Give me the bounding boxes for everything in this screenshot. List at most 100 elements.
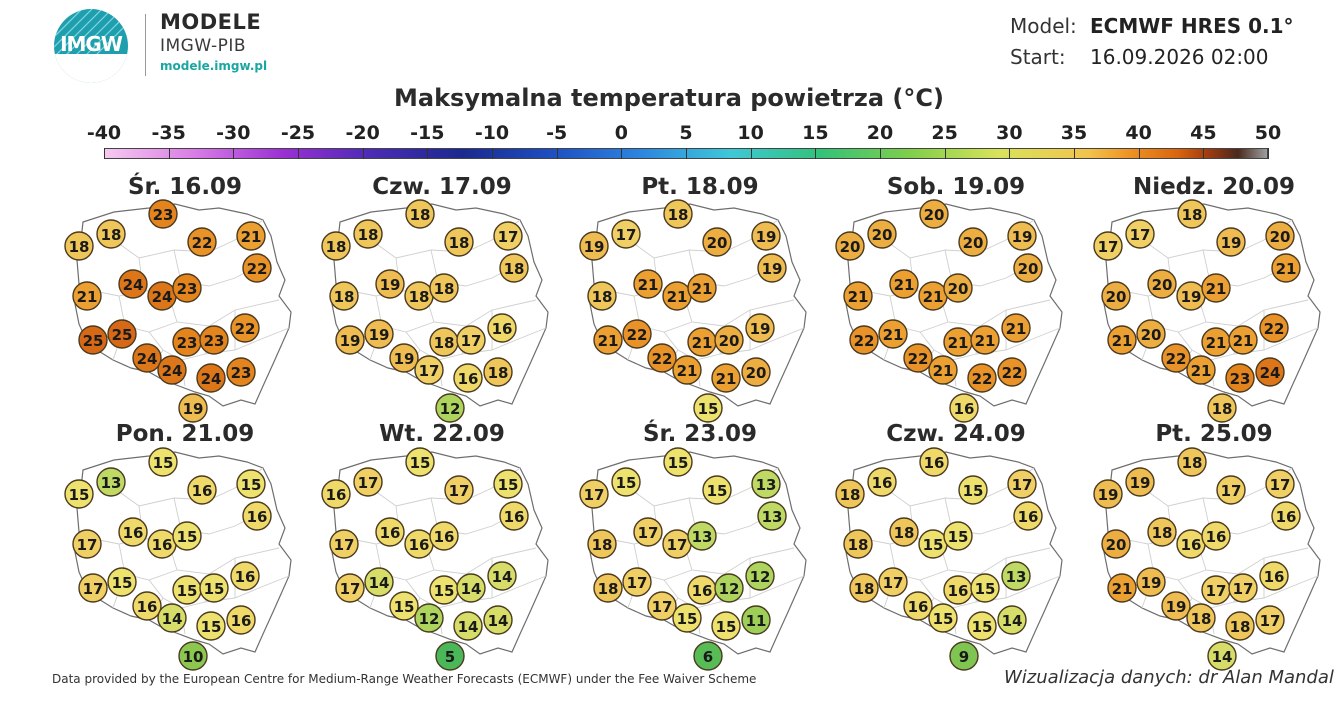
temperature-value: 18 — [488, 364, 509, 382]
scale-tick-mark — [168, 148, 170, 159]
temperature-value: 22 — [1264, 320, 1285, 338]
temperature-marker — [107, 319, 137, 349]
temperature-value: 23 — [204, 332, 225, 350]
temperature-value: 18 — [840, 486, 861, 504]
temperature-marker — [453, 611, 483, 641]
temperature-marker — [236, 469, 266, 499]
temperature-value: 21 — [933, 362, 954, 380]
temperature-value: 19 — [380, 276, 401, 294]
temperature-marker — [483, 357, 513, 387]
temperature-marker — [751, 469, 781, 499]
temperature-value: 22 — [652, 350, 673, 368]
temperature-marker — [1136, 319, 1166, 349]
temperature-value: 19 — [1130, 474, 1151, 492]
temperature-value: 16 — [948, 582, 969, 600]
scale-tick-mark — [1074, 148, 1075, 159]
temperature-marker — [1225, 363, 1255, 393]
temperature-value: 24 — [1260, 364, 1281, 382]
temperature-value: 16 — [326, 486, 347, 504]
temperature-marker — [1013, 501, 1043, 531]
temperature-value: 15 — [975, 580, 996, 598]
temperature-value: 23 — [177, 280, 198, 298]
temperature-marker — [1186, 603, 1216, 633]
temperature-marker — [199, 573, 229, 603]
temperature-marker — [611, 467, 641, 497]
temperature-marker — [375, 517, 405, 547]
scale-tick-mark — [686, 148, 687, 159]
temperature-value: 21 — [1233, 332, 1254, 350]
temperature-value: 17 — [1130, 226, 1151, 244]
temperature-value: 20 — [746, 364, 767, 382]
temperature-marker — [611, 219, 641, 249]
data-credit: Data provided by the European Centre for… — [52, 672, 757, 686]
temperature-value: 15 — [963, 482, 984, 500]
temperature-value: 18 — [358, 226, 379, 244]
temperature-marker — [1207, 393, 1237, 423]
temperature-value: 22 — [247, 260, 268, 278]
temperature-value: 14 — [461, 580, 482, 598]
temperature-marker — [702, 227, 732, 257]
temperature-marker — [714, 325, 744, 355]
temperature-value: 22 — [235, 320, 256, 338]
temperature-value: 23 — [177, 334, 198, 352]
temperature-value: 12 — [419, 610, 440, 628]
temperature-marker — [405, 447, 435, 477]
temperature-marker — [1216, 475, 1246, 505]
temperature-value: 18 — [410, 206, 431, 224]
temperature-marker — [1093, 231, 1123, 261]
temperature-value: 18 — [592, 536, 613, 554]
temperature-value: 22 — [1002, 364, 1023, 382]
temperature-marker — [889, 517, 919, 547]
temperature-marker — [672, 355, 702, 385]
temperature-value: 15 — [153, 454, 174, 472]
temperature-marker — [693, 393, 723, 423]
temperature-value: 18 — [1182, 454, 1203, 472]
temperature-value: 18 — [334, 288, 355, 306]
temperature-marker — [967, 611, 997, 641]
temperature-marker — [757, 253, 787, 283]
temperature-value: 18 — [598, 580, 619, 598]
temperature-value: 17 — [498, 228, 519, 246]
scale-tick-mark — [556, 148, 558, 159]
day-title: Wt. 22.09 — [379, 421, 505, 447]
temperature-value: 21 — [894, 276, 915, 294]
temperature-value: 16 — [1264, 568, 1285, 586]
brand-separator — [145, 14, 146, 76]
temperature-value: 24 — [152, 288, 173, 306]
temperature-value: 22 — [854, 332, 875, 350]
temperature-value: 25 — [83, 332, 104, 350]
brand-url-link[interactable]: modele.imgw.pl — [160, 59, 268, 73]
temperature-marker — [1207, 641, 1237, 671]
temperature-value: 14 — [488, 612, 509, 630]
temperature-marker — [429, 521, 459, 551]
temperature-value: 16 — [954, 400, 975, 418]
temperature-value: 20 — [1106, 536, 1127, 554]
scale-tick-mark — [750, 148, 752, 159]
temperature-marker — [1101, 281, 1131, 311]
start-label: Start: — [1010, 45, 1066, 69]
temperature-value: 23 — [231, 364, 252, 382]
region-border — [633, 295, 693, 333]
temperature-value: 17 — [667, 536, 688, 554]
temperature-marker — [1001, 561, 1031, 591]
temperature-value: 15 — [933, 610, 954, 628]
temperature-marker — [843, 529, 873, 559]
temperature-marker — [483, 605, 513, 635]
temperature-value: 21 — [1206, 280, 1227, 298]
temperature-value: 21 — [848, 288, 869, 306]
temperature-marker — [622, 567, 652, 597]
temperature-value: 18 — [449, 234, 470, 252]
temperature-marker — [242, 501, 272, 531]
temperature-value: 17 — [77, 536, 98, 554]
temperature-value: 21 — [1276, 260, 1297, 278]
temperature-marker — [751, 221, 781, 251]
temperature-marker — [172, 273, 202, 303]
day-title: Śr. 23.09 — [642, 421, 758, 447]
temperature-value: 17 — [340, 580, 361, 598]
temperature-value: 21 — [1006, 320, 1027, 338]
temperature-value: 13 — [756, 476, 777, 494]
temperature-marker — [1007, 469, 1037, 499]
temperature-value: 17 — [627, 574, 648, 592]
temperature-marker — [335, 325, 365, 355]
